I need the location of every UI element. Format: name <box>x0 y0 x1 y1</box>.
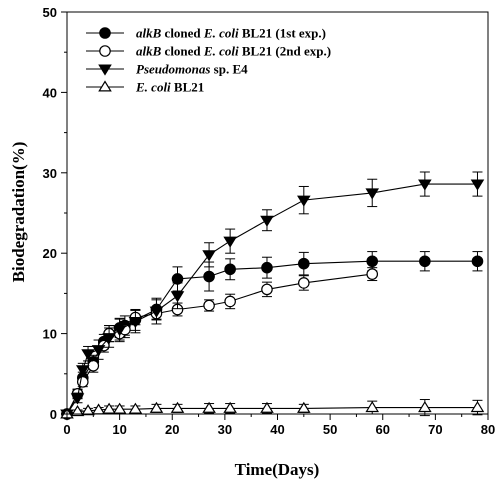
series-4 <box>60 399 485 419</box>
legend-label-part: alkB <box>136 44 162 59</box>
data-point <box>203 270 215 283</box>
data-point <box>260 401 274 413</box>
plot-frame <box>66 11 489 415</box>
x-tick-label: 30 <box>218 422 232 437</box>
legend-marker <box>99 45 111 57</box>
data-point <box>128 402 143 414</box>
data-point <box>297 401 311 413</box>
legend: alkB cloned E. coli BL21 (1st exp.)alkB … <box>86 26 331 95</box>
data-point <box>298 277 310 289</box>
data-point <box>470 179 485 191</box>
x-axis-title: Time(Days) <box>235 460 320 479</box>
data-point <box>418 179 432 191</box>
data-point <box>366 268 379 280</box>
y-tick-label: 50 <box>43 5 57 20</box>
data-point <box>260 215 274 227</box>
data-point <box>297 195 311 207</box>
x-tick-label: 40 <box>270 422 284 437</box>
legend-label-part: cloned <box>161 26 204 41</box>
data-point <box>70 393 85 405</box>
legend-marker <box>98 80 112 92</box>
data-point <box>81 349 95 361</box>
data-point <box>471 255 484 268</box>
axes: 0 10 20 30 40 50 60 70 80 0 10 20 30 40 50 <box>43 5 496 437</box>
x-tick-label: 20 <box>165 422 179 437</box>
series-3 <box>60 171 485 421</box>
x-tick-label: 80 <box>481 422 495 437</box>
data-point <box>203 299 215 312</box>
x-tick-label: 70 <box>428 422 442 437</box>
y-tick-label: 30 <box>43 166 57 181</box>
series-line <box>66 407 478 415</box>
y-tick-label: 0 <box>50 407 57 422</box>
data-point <box>170 291 185 303</box>
legend-label-part: BL21 <box>171 80 205 95</box>
legend-label-part: sp. E4 <box>210 62 248 77</box>
series-line <box>66 273 373 415</box>
data-point <box>224 295 236 308</box>
legend-marker <box>98 64 112 76</box>
data-point <box>91 345 106 357</box>
data-point <box>112 325 127 337</box>
legend-marker <box>99 27 111 39</box>
data-point <box>149 306 164 318</box>
legend-label-part: BL21 (2nd exp.) <box>239 44 331 59</box>
data-point <box>298 257 310 270</box>
legend-entry-2: alkB cloned E. coli BL21 (2nd exp.) <box>86 44 331 59</box>
x-tick-label: 50 <box>323 422 337 437</box>
data-point <box>128 317 143 329</box>
data-point <box>149 401 164 413</box>
data-point <box>418 400 432 413</box>
data-point <box>81 404 95 416</box>
data-point <box>202 401 216 413</box>
series-line <box>66 183 478 415</box>
y-tick-label: 20 <box>43 246 57 261</box>
data-point <box>70 404 85 417</box>
data-point <box>365 188 380 200</box>
y-tick-label: 10 <box>43 327 57 342</box>
legend-label-part: E. coli <box>203 44 239 59</box>
data-point <box>75 365 90 377</box>
data-point <box>112 402 127 414</box>
data-point <box>223 236 237 248</box>
legend-label-part: E. coli <box>135 80 171 95</box>
data-point <box>76 376 89 388</box>
data-point <box>202 250 216 262</box>
data-point <box>261 283 273 296</box>
data-point <box>366 255 379 268</box>
legend-label-part: Pseudomonas <box>136 62 210 77</box>
data-point <box>365 400 380 413</box>
y-axis-title: Biodegradation(%) <box>9 142 28 283</box>
data-point <box>419 255 431 268</box>
legend-label-part: cloned <box>161 44 204 59</box>
plot-area <box>60 171 485 421</box>
legend-entry-4: E. coli BL21 <box>86 80 204 95</box>
data-point <box>170 401 185 413</box>
x-tick-label: 10 <box>112 422 126 437</box>
legend-entry-3: Pseudomonas sp. E4 <box>86 62 248 77</box>
legend-label: Pseudomonas sp. E4 <box>136 62 248 77</box>
legend-label: alkB cloned E. coli BL21 (2nd exp.) <box>136 44 331 59</box>
legend-label: E. coli BL21 <box>135 80 204 95</box>
legend-label-part: E. coli <box>203 26 239 41</box>
data-point <box>102 333 116 345</box>
legend-label: alkB cloned E. coli BL21 (1st exp.) <box>136 26 326 41</box>
data-point <box>261 261 273 274</box>
x-tick-label: 0 <box>63 422 70 437</box>
legend-entry-1: alkB cloned E. coli BL21 (1st exp.) <box>86 26 326 41</box>
data-point <box>102 402 116 414</box>
data-point <box>223 401 237 413</box>
data-point <box>224 263 236 276</box>
data-point <box>87 359 100 372</box>
legend-label-part: BL21 (1st exp.) <box>239 26 326 41</box>
legend-label-part: alkB <box>136 26 162 41</box>
x-tick-label: 60 <box>376 422 390 437</box>
data-point <box>470 400 485 413</box>
y-tick-label: 40 <box>43 85 57 100</box>
